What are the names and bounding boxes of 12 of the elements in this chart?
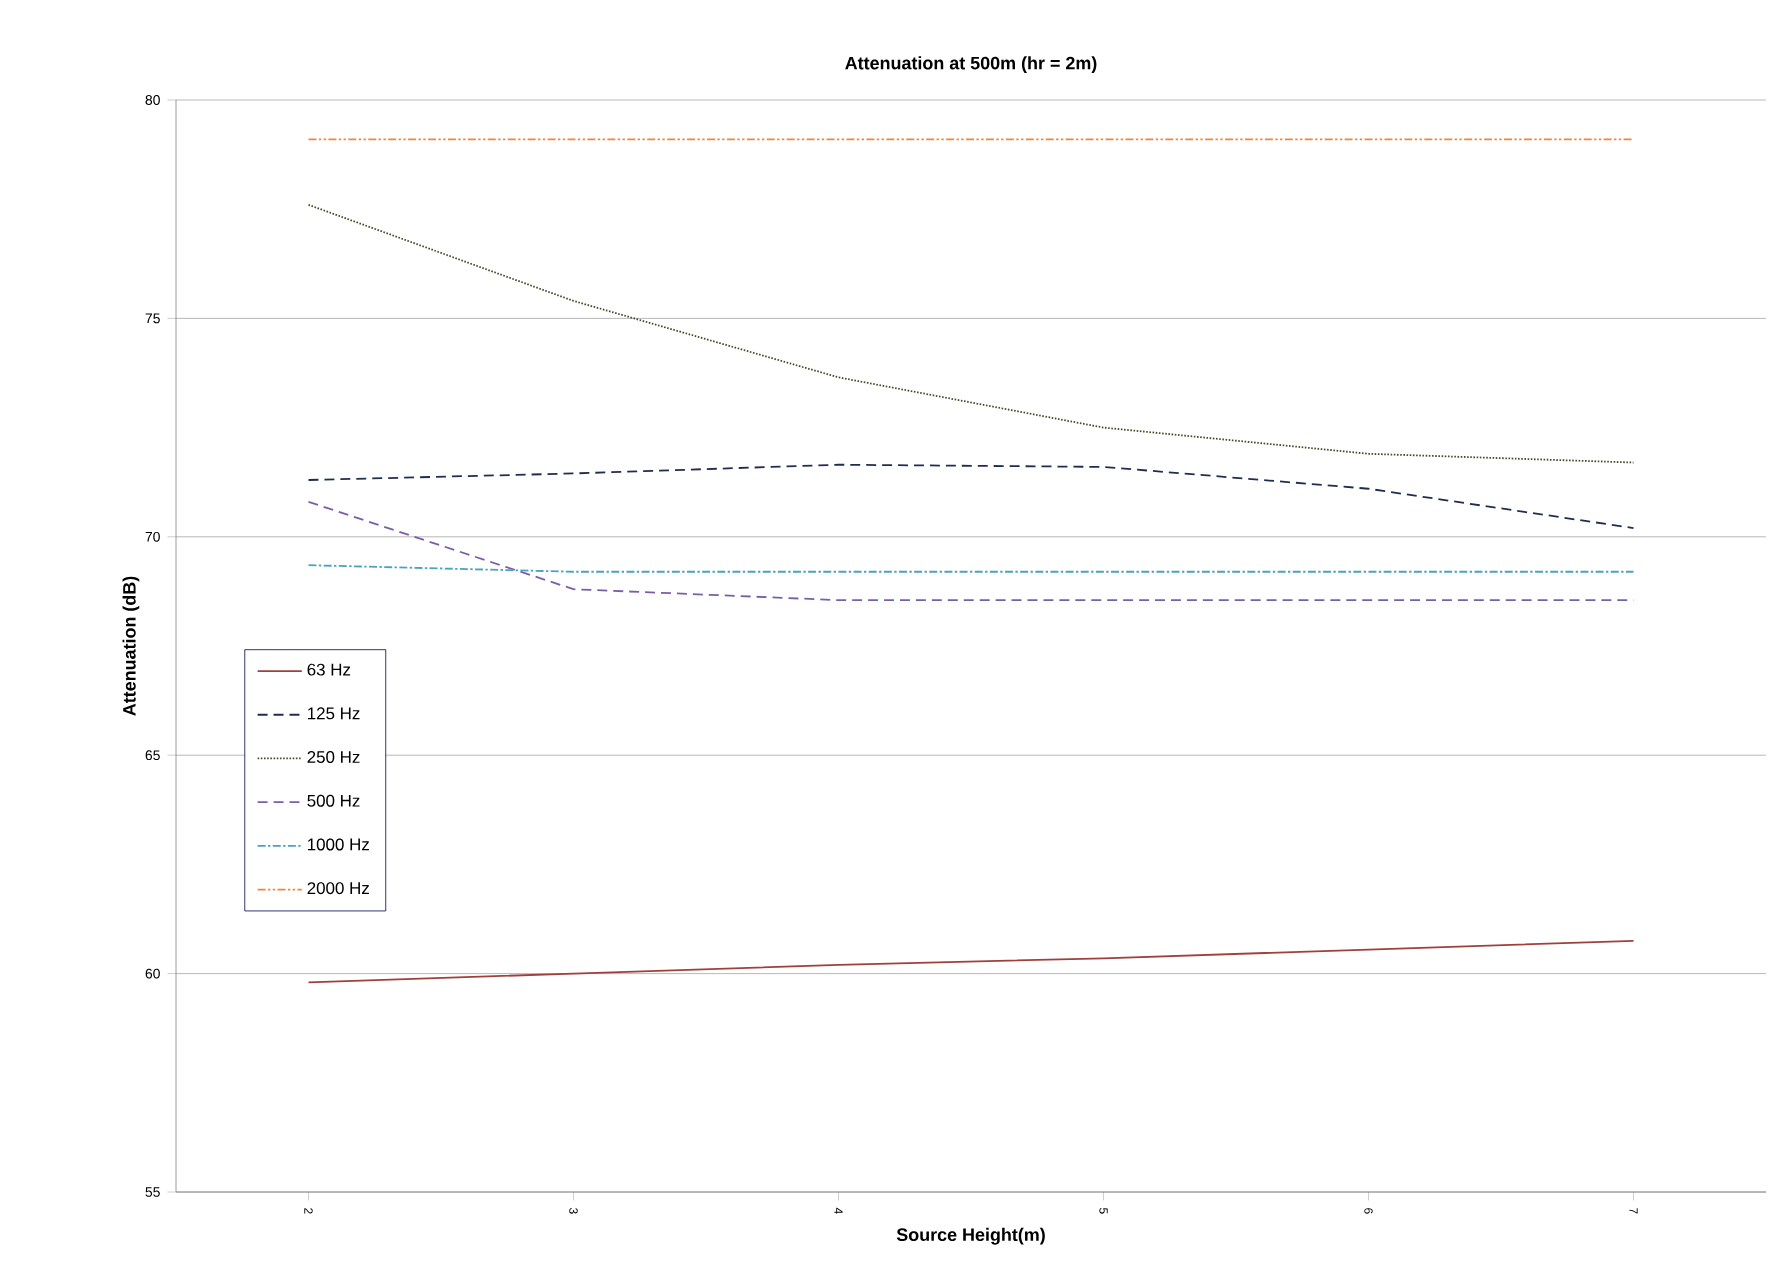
line-series (307, 203, 1635, 464)
chart-title: Attenuation at 500m (hr = 2m) (845, 56, 1097, 73)
legend-label: 250 Hz (307, 751, 360, 764)
legend-label: 2000 Hz (307, 882, 369, 895)
legend-label: 63 Hz (307, 663, 351, 676)
y-axis-title: Attenuation (dB) (122, 576, 140, 716)
legend-label: 125 Hz (308, 707, 360, 720)
line-series (307, 463, 1635, 529)
legend-label: 500 Hz (307, 794, 360, 807)
x-axis-title: Source Height(m) (896, 1227, 1045, 1245)
legend-label: 1000 Hz (308, 838, 369, 851)
line-series (307, 939, 1635, 984)
